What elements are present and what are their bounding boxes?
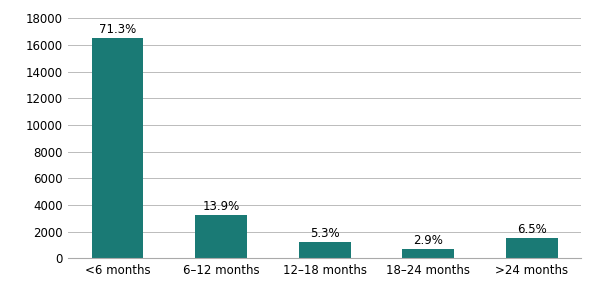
Text: 13.9%: 13.9% <box>202 201 240 213</box>
Bar <box>195 216 247 258</box>
Bar <box>299 242 350 258</box>
Text: 5.3%: 5.3% <box>310 227 339 240</box>
Text: 6.5%: 6.5% <box>517 223 547 236</box>
Bar <box>403 250 454 258</box>
Bar <box>91 38 144 258</box>
Bar <box>506 238 558 258</box>
Text: 2.9%: 2.9% <box>413 234 443 247</box>
Text: 71.3%: 71.3% <box>99 23 136 36</box>
